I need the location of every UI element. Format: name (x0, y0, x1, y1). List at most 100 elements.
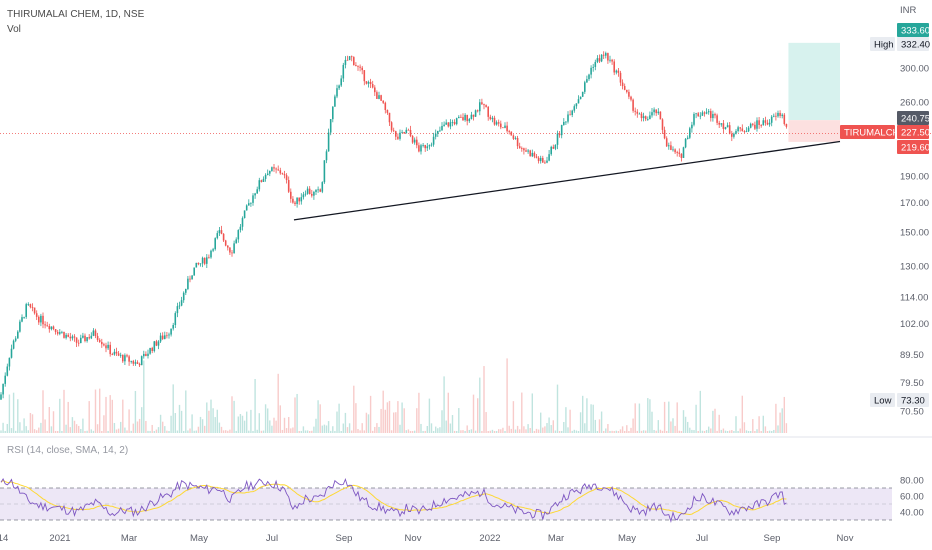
candle[interactable] (269, 170, 271, 174)
candle[interactable] (365, 81, 368, 84)
candle[interactable] (689, 128, 691, 138)
candle[interactable] (710, 111, 712, 119)
candle[interactable] (644, 116, 647, 120)
candle[interactable] (98, 339, 101, 342)
candle[interactable] (552, 146, 555, 149)
candle[interactable] (579, 96, 582, 100)
candle[interactable] (504, 125, 506, 128)
candle[interactable] (54, 329, 57, 332)
candle[interactable] (336, 88, 338, 97)
candle[interactable] (728, 125, 731, 134)
candle[interactable] (189, 278, 191, 280)
candle[interactable] (470, 114, 473, 119)
candle[interactable] (315, 189, 317, 192)
candle[interactable] (44, 324, 46, 326)
candle[interactable] (735, 131, 737, 134)
candle[interactable] (231, 252, 233, 254)
candle[interactable] (531, 152, 534, 157)
candle[interactable] (539, 157, 542, 162)
candle[interactable] (626, 89, 628, 92)
candle[interactable] (563, 121, 565, 125)
candle[interactable] (453, 122, 456, 125)
candle[interactable] (455, 118, 458, 125)
candle[interactable] (147, 353, 149, 356)
candle[interactable] (651, 112, 653, 116)
candle[interactable] (151, 347, 153, 351)
candle[interactable] (332, 106, 334, 120)
candle[interactable] (313, 191, 315, 196)
candle[interactable] (92, 330, 95, 336)
candle[interactable] (340, 78, 342, 86)
candle[interactable] (634, 110, 636, 112)
candle[interactable] (12, 340, 15, 349)
candle[interactable] (766, 122, 769, 125)
candle[interactable] (523, 148, 525, 151)
candle[interactable] (155, 341, 158, 346)
candle[interactable] (485, 105, 487, 107)
candle[interactable] (294, 202, 296, 205)
candle[interactable] (733, 133, 735, 137)
candle[interactable] (258, 180, 261, 190)
candle[interactable] (138, 363, 141, 366)
candle[interactable] (115, 351, 118, 354)
candle[interactable] (82, 335, 84, 338)
candle[interactable] (161, 335, 164, 339)
candle[interactable] (684, 138, 687, 148)
candle[interactable] (565, 121, 567, 123)
candle[interactable] (170, 328, 172, 335)
candle[interactable] (607, 53, 609, 61)
candle[interactable] (117, 353, 120, 356)
candle[interactable] (441, 125, 443, 131)
candle[interactable] (479, 102, 481, 112)
candle[interactable] (363, 70, 366, 82)
candle[interactable] (23, 316, 25, 318)
candle[interactable] (140, 356, 143, 366)
candle[interactable] (227, 245, 229, 248)
candle[interactable] (489, 116, 492, 120)
candle[interactable] (430, 144, 433, 146)
candle[interactable] (346, 59, 349, 61)
time-axis[interactable]: 14 2021 Mar May Jul Sep Nov 2022 Mar May Jul Sep Nov (0, 533, 854, 544)
candle[interactable] (458, 116, 460, 119)
candle[interactable] (697, 113, 699, 117)
candle[interactable] (581, 91, 584, 97)
candle[interactable] (210, 250, 212, 258)
candle[interactable] (407, 129, 410, 131)
candle[interactable] (462, 117, 464, 121)
candle[interactable] (178, 305, 181, 307)
candle[interactable] (537, 157, 540, 162)
candle[interactable] (197, 262, 200, 265)
candle[interactable] (380, 95, 382, 101)
candle[interactable] (157, 341, 160, 346)
candle[interactable] (0, 394, 2, 400)
candle[interactable] (306, 188, 309, 194)
candle[interactable] (216, 233, 219, 239)
candle[interactable] (655, 109, 657, 114)
candle[interactable] (418, 145, 420, 152)
candle[interactable] (359, 66, 361, 68)
candle[interactable] (598, 58, 601, 62)
candle[interactable] (109, 344, 111, 355)
trendline[interactable] (293, 140, 841, 221)
candle[interactable] (31, 307, 34, 308)
candle[interactable] (386, 109, 389, 113)
candle[interactable] (657, 111, 660, 114)
candle[interactable] (145, 353, 147, 356)
candle[interactable] (424, 145, 426, 149)
candle[interactable] (739, 127, 741, 129)
candle[interactable] (668, 145, 670, 147)
candle[interactable] (19, 321, 21, 332)
candle[interactable] (63, 331, 65, 338)
candle[interactable] (80, 337, 82, 344)
candle[interactable] (420, 145, 422, 152)
candle[interactable] (632, 99, 634, 111)
candle[interactable] (487, 106, 489, 117)
candle[interactable] (94, 330, 97, 336)
candle[interactable] (497, 122, 500, 124)
candle[interactable] (298, 197, 300, 202)
candle[interactable] (560, 124, 563, 136)
candle[interactable] (638, 113, 641, 115)
candle[interactable] (248, 203, 250, 206)
candle[interactable] (206, 257, 208, 264)
candle[interactable] (357, 66, 359, 67)
